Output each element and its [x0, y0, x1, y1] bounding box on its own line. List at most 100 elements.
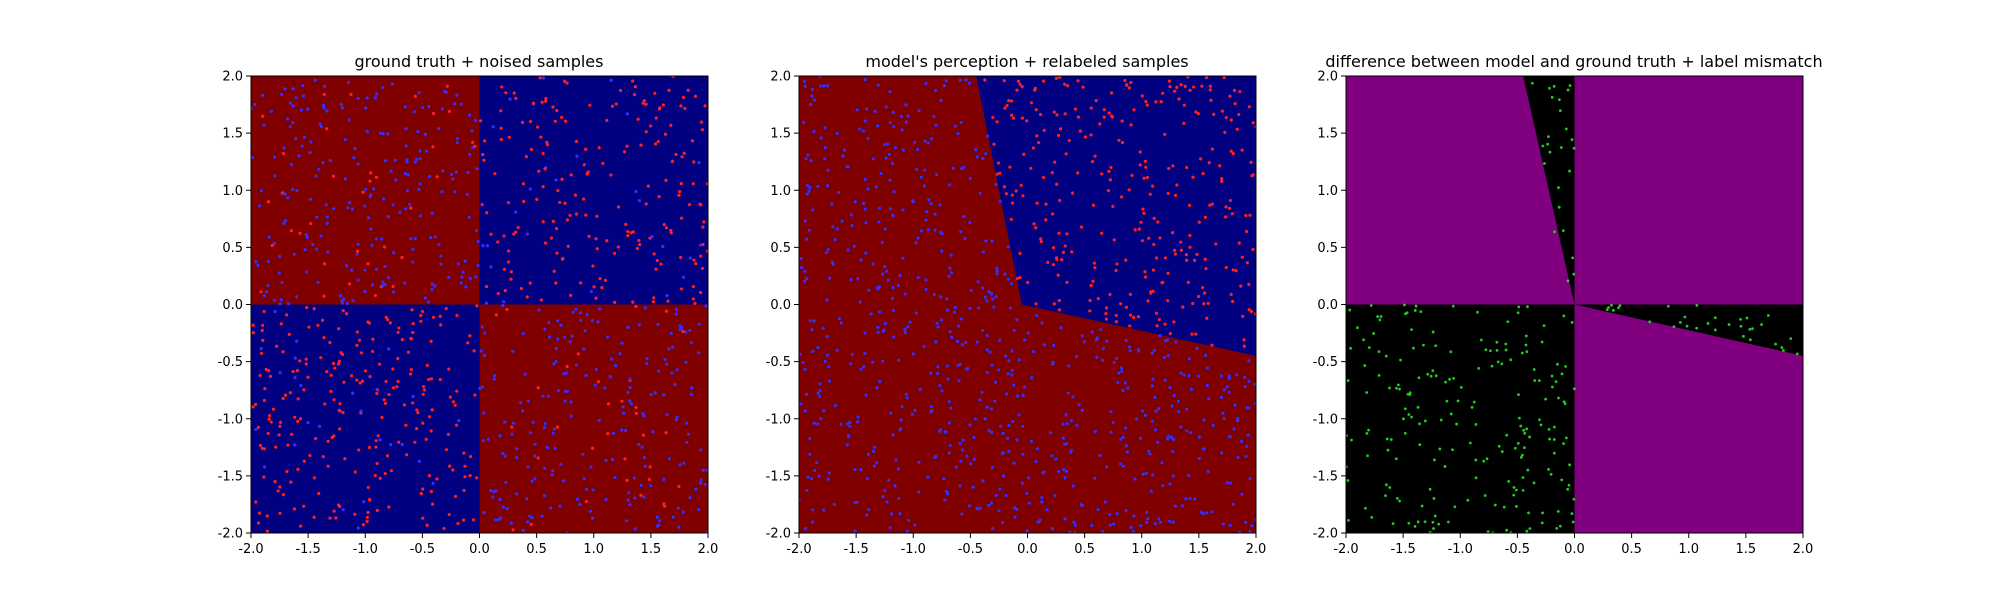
data-point	[1201, 511, 1205, 516]
data-point	[694, 487, 698, 491]
data-point	[659, 262, 663, 266]
data-point	[998, 487, 1002, 491]
y-tick-label: -2.0	[766, 527, 791, 542]
data-point	[1150, 419, 1155, 424]
data-point	[519, 286, 523, 291]
data-point	[803, 409, 807, 413]
data-point	[1171, 449, 1175, 454]
data-point	[1063, 244, 1067, 248]
data-point	[1149, 489, 1153, 493]
data-point	[959, 230, 963, 234]
data-point	[503, 454, 507, 458]
data-point	[654, 116, 658, 120]
data-point	[862, 365, 866, 369]
data-point	[1104, 465, 1109, 469]
data-point	[989, 292, 994, 296]
data-point	[281, 493, 286, 497]
data-point	[1470, 405, 1474, 409]
data-point	[1012, 383, 1016, 387]
data-point	[855, 500, 859, 504]
data-point	[1195, 346, 1199, 351]
data-point	[901, 208, 905, 212]
data-point	[1527, 511, 1530, 515]
data-point	[888, 178, 892, 182]
data-point	[1429, 374, 1433, 378]
data-point	[846, 165, 850, 169]
data-point	[959, 459, 963, 463]
data-point	[1386, 448, 1390, 452]
data-point	[554, 359, 558, 364]
data-point	[1002, 185, 1006, 189]
data-point	[1140, 94, 1144, 98]
data-point	[413, 440, 417, 444]
data-point	[459, 102, 463, 106]
data-point	[467, 215, 471, 219]
data-point	[1144, 100, 1148, 104]
data-point	[366, 216, 371, 220]
data-point	[1146, 517, 1150, 521]
data-point	[566, 244, 570, 248]
data-point	[391, 290, 396, 294]
data-point	[368, 195, 372, 199]
data-point	[499, 126, 503, 130]
data-point	[451, 400, 456, 404]
data-point	[592, 285, 596, 289]
data-point	[1568, 463, 1572, 467]
data-point	[1132, 514, 1136, 518]
data-point	[1196, 112, 1200, 116]
y-tick-label: -0.5	[218, 355, 243, 370]
data-point	[1152, 348, 1157, 352]
data-point	[1571, 520, 1575, 524]
data-point	[1449, 350, 1453, 354]
data-point	[1419, 310, 1423, 313]
data-point	[1052, 110, 1056, 114]
data-point	[983, 78, 987, 82]
data-point	[273, 174, 277, 178]
data-point	[1572, 272, 1576, 276]
data-point	[601, 161, 605, 165]
data-point	[645, 362, 649, 366]
data-point	[382, 398, 386, 402]
data-point	[368, 498, 372, 502]
data-point	[1197, 220, 1201, 224]
data-point	[1244, 454, 1248, 458]
data-point	[583, 329, 587, 333]
x-tick-label: -0.5	[1505, 542, 1530, 557]
data-point	[807, 228, 811, 232]
data-point	[906, 114, 910, 118]
data-point	[524, 155, 528, 159]
data-point	[1528, 527, 1532, 531]
data-point	[273, 480, 277, 484]
data-point	[684, 360, 688, 364]
data-point	[1039, 240, 1043, 244]
data-point	[1562, 400, 1566, 404]
data-point	[1006, 277, 1010, 282]
data-point	[1138, 150, 1142, 154]
data-point	[447, 275, 451, 279]
data-point	[484, 285, 489, 289]
data-point	[579, 281, 583, 285]
data-point	[1130, 173, 1134, 178]
data-point	[1221, 522, 1225, 526]
data-point	[1347, 518, 1350, 522]
data-point	[1552, 451, 1556, 455]
data-point	[596, 320, 600, 324]
data-point	[391, 251, 396, 255]
data-point	[1161, 91, 1165, 95]
data-point	[501, 304, 505, 308]
data-point	[906, 518, 911, 522]
data-point	[1179, 83, 1183, 87]
data-point	[943, 498, 947, 502]
data-point	[634, 411, 638, 416]
data-point	[480, 325, 484, 329]
data-point	[1053, 160, 1057, 164]
data-point	[1248, 477, 1252, 481]
data-point	[655, 258, 659, 263]
data-point	[922, 344, 926, 349]
data-point	[267, 417, 271, 421]
data-point	[969, 462, 973, 466]
data-point	[581, 452, 585, 456]
data-point	[968, 423, 972, 427]
data-point	[1489, 349, 1492, 353]
data-point	[1175, 85, 1179, 90]
